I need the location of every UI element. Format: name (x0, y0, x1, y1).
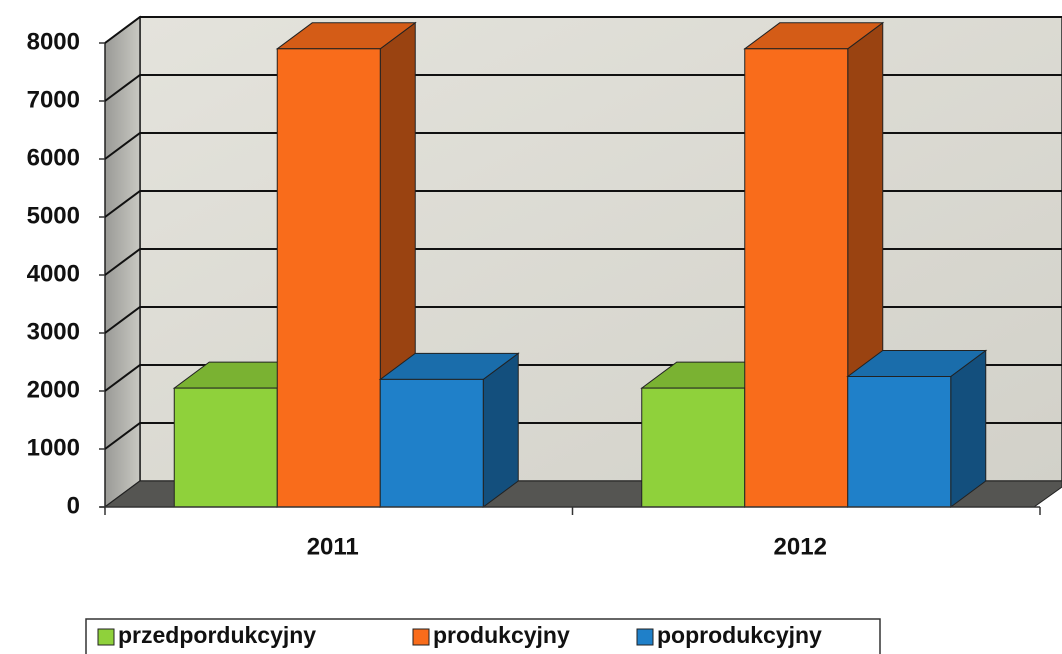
legend-label: produkcyjny (433, 622, 570, 648)
bar (847, 376, 952, 508)
bar (173, 387, 278, 508)
y-tick-label: 3000 (27, 318, 80, 345)
y-tick-label: 5000 (27, 202, 80, 229)
y-tick-label: 7000 (27, 86, 80, 113)
legend-label: poprodukcyjny (657, 622, 822, 648)
legend-swatch (97, 628, 115, 646)
y-tick-label: 0 (67, 492, 80, 519)
legend-swatch (412, 628, 430, 646)
bar (276, 48, 381, 508)
grid-line (104, 16, 1062, 44)
bar (744, 48, 849, 508)
y-tick-label: 2000 (27, 376, 80, 403)
y-tick-label: 8000 (27, 28, 80, 55)
y-tick-label: 1000 (27, 434, 80, 461)
bar-side (482, 352, 519, 508)
legend-swatch (636, 628, 654, 646)
bar (379, 378, 484, 508)
y-tick-label: 4000 (27, 260, 80, 287)
y-tick-label: 6000 (27, 144, 80, 171)
legend-label: przedpordukcyjny (118, 622, 316, 648)
x-tick-label: 2011 (307, 533, 359, 560)
legend (85, 618, 881, 654)
bar (641, 387, 746, 508)
bar-side (950, 349, 987, 508)
x-tick-label: 2012 (774, 533, 827, 560)
